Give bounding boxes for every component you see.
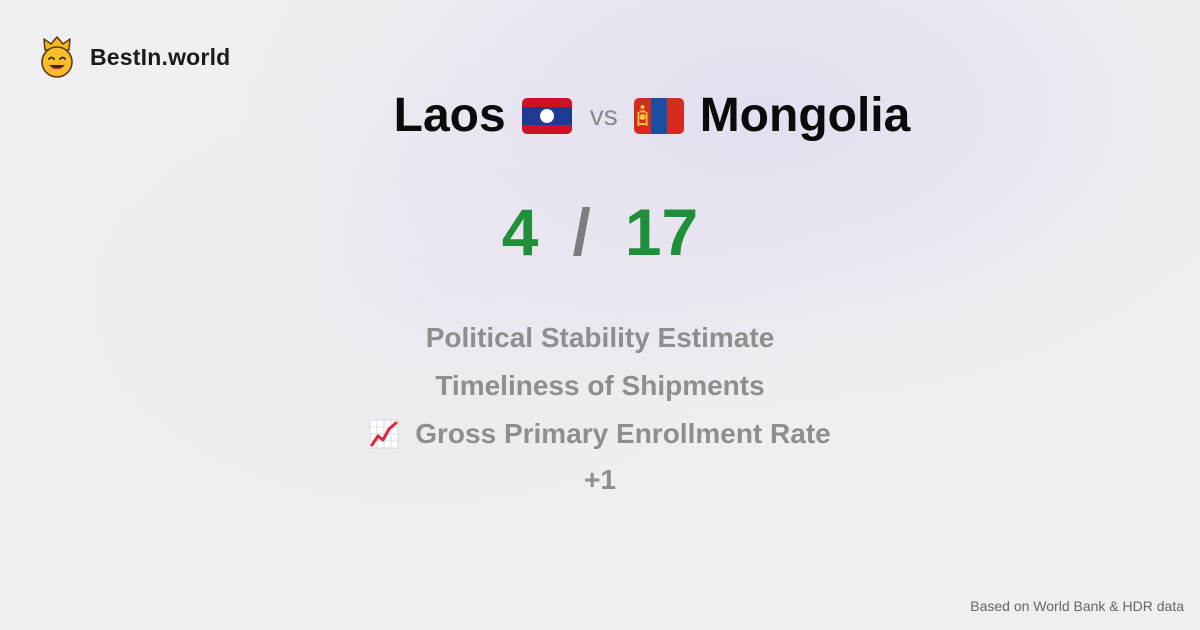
laos-flag-icon <box>521 98 572 134</box>
metric-item: Timeliness of Shipments <box>0 362 1200 410</box>
chart-increasing-icon <box>369 419 399 449</box>
more-metrics-count: +1 <box>584 464 616 495</box>
score-right: 17 <box>624 195 699 269</box>
score: 4 / 17 <box>0 192 1200 272</box>
score-left: 4 <box>501 195 539 269</box>
metric-item: Gross Primary Enrollment Rate <box>0 410 1200 458</box>
vs-label: vs <box>589 100 618 131</box>
mongolia-flag-icon <box>633 98 684 134</box>
metric-item: Political Stability Estimate <box>0 314 1200 362</box>
matchup-title: Laos vs Mongolia <box>0 88 1200 144</box>
brand[interactable]: BestIn.world <box>38 36 230 78</box>
metric-label: Political Stability Estimate <box>425 322 775 353</box>
country-left-name: Laos <box>393 89 506 142</box>
brand-name: BestIn.world <box>90 43 231 70</box>
metric-label: Gross Primary Enrollment Rate <box>415 418 831 449</box>
country-right-name: Mongolia <box>699 89 911 142</box>
metric-list: Political Stability Estimate Timeliness … <box>0 314 1200 458</box>
crowned-smiley-logo-icon <box>41 36 73 78</box>
metric-label: Timeliness of Shipments <box>435 370 765 401</box>
data-source-note: Based on World Bank & HDR data <box>970 598 1184 614</box>
score-separator: / <box>572 195 591 269</box>
